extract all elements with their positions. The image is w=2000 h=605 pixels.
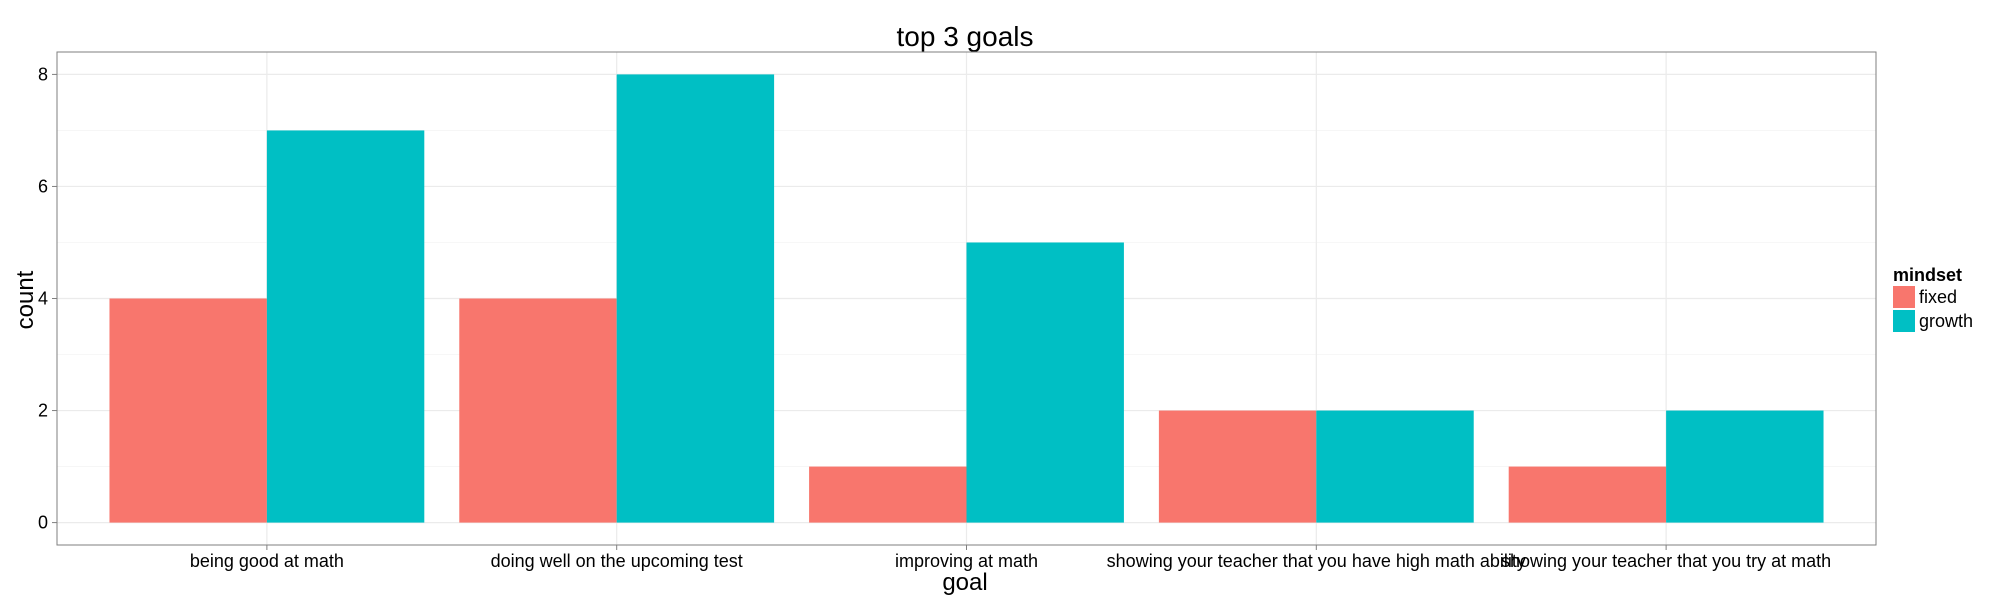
legend-key-growth — [1893, 310, 1915, 332]
x-tick-label: doing well on the upcoming test — [491, 551, 743, 571]
legend-label-growth: growth — [1919, 311, 1973, 331]
y-tick-label: 4 — [38, 289, 48, 309]
legend-title: mindset — [1893, 265, 1962, 285]
bar-growth — [966, 242, 1124, 523]
x-tick-label: showing your teacher that you try at mat… — [1501, 551, 1831, 571]
chart-title: top 3 goals — [897, 21, 1034, 52]
y-tick-label: 0 — [38, 513, 48, 533]
x-tick-label: showing your teacher that you have high … — [1107, 551, 1526, 571]
y-tick-label: 8 — [38, 64, 48, 84]
bars — [109, 74, 1824, 523]
x-axis-label: goal — [942, 569, 987, 596]
x-tick-label: improving at math — [895, 551, 1038, 571]
x-tick-label: being good at math — [190, 551, 344, 571]
legend-label-fixed: fixed — [1919, 287, 1957, 307]
y-tick-label: 6 — [38, 176, 48, 196]
legend: mindset fixed growth — [1893, 265, 1973, 332]
bar-fixed — [459, 298, 617, 523]
y-tick-label: 2 — [38, 401, 48, 421]
bar-fixed — [1508, 466, 1667, 523]
bar-fixed — [109, 298, 267, 523]
x-axis: being good at math doing well on the upco… — [190, 545, 1831, 571]
bar-fixed — [1158, 410, 1317, 523]
legend-key-fixed — [1893, 286, 1915, 308]
bar-growth — [266, 130, 425, 523]
bar-growth — [616, 74, 775, 523]
bar-fixed — [809, 466, 967, 523]
y-axis-label: count — [12, 270, 39, 329]
bar-growth — [1666, 410, 1824, 523]
y-axis: 0 2 4 6 8 — [38, 64, 57, 533]
bar-growth — [1316, 410, 1474, 523]
